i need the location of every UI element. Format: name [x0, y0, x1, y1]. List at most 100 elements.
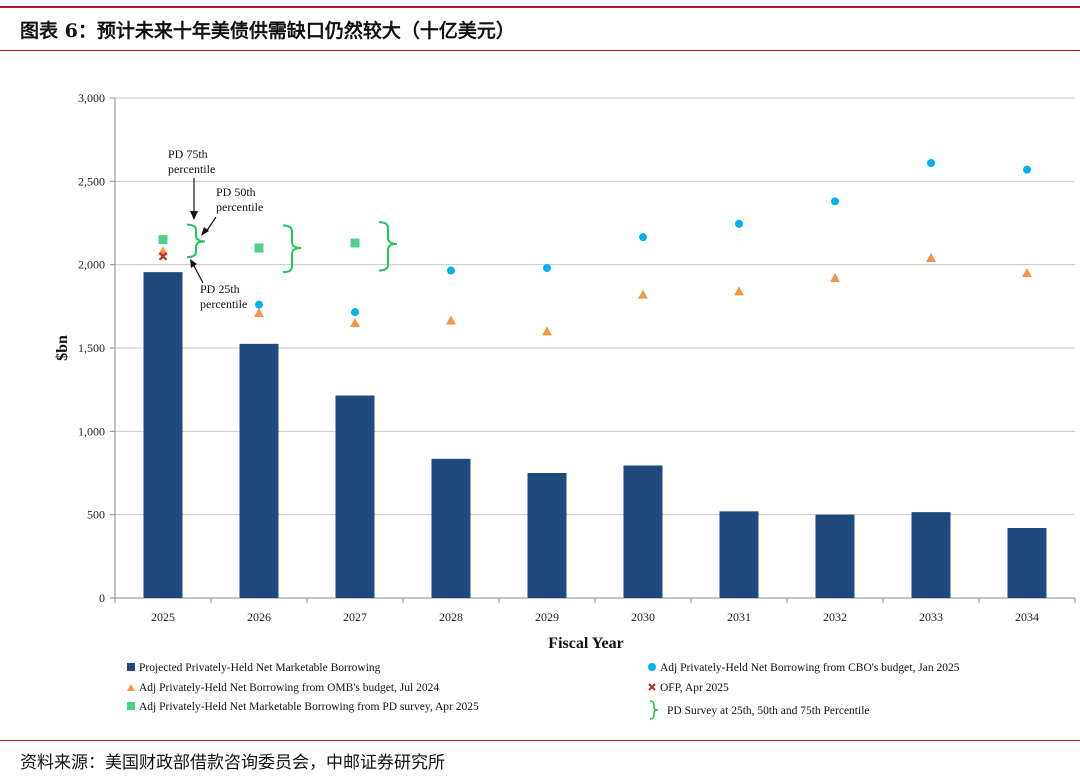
annotation-pd-75th-line2: percentile [168, 162, 215, 176]
pd-survey-point-2026 [254, 243, 264, 253]
annotation-pd-50th-line2: percentile [216, 200, 263, 214]
ofp-point-2025 [158, 252, 168, 261]
pd-survey-point-2027 [350, 238, 360, 248]
legend-label-ofp: OFP, Apr 2025 [660, 682, 729, 694]
y-axis-label: $bn [54, 335, 71, 361]
x-axis-label: Fiscal Year [548, 635, 623, 652]
svg-text:PD 75th: PD 75th [168, 147, 208, 161]
legend-swatch-brace [649, 700, 659, 720]
bar-2026 [239, 343, 279, 598]
arrow-50th [205, 216, 217, 233]
footer-rule [0, 740, 1080, 741]
bar-2030 [623, 465, 663, 598]
pd-brace-2026 [282, 224, 302, 274]
cbo-point-2033 [927, 159, 935, 167]
cbo-point-2028 [447, 266, 455, 275]
bar-2032 [815, 514, 855, 598]
source-note: 资料来源：美国财政部借款咨询委员会，中邮证券研究所 [20, 753, 445, 773]
annotation-pd-75th-line1: PD 75th [168, 147, 208, 161]
svg-text:percentile: percentile [200, 297, 247, 311]
y-tick-label: 1,500 [78, 341, 105, 355]
y-tick-label: 500 [87, 508, 105, 522]
legend-swatch-triangle [127, 684, 135, 691]
x-tick-label: 2030 [631, 610, 655, 624]
bar-2034 [1007, 528, 1047, 598]
legend-item-brace: PD Survey at 25th, 50th and 75th Percent… [649, 700, 870, 720]
legend-label-cbo: Adj Privately-Held Net Borrowing from CB… [660, 662, 960, 674]
x-tick-label: 2025 [151, 610, 175, 624]
cbo-point-2030 [639, 233, 647, 242]
svg-text:percentile: percentile [168, 162, 215, 176]
y-tick-label: 2,000 [78, 258, 105, 272]
legend-label-omb: Adj Privately-Held Net Borrowing from OM… [139, 682, 439, 694]
cbo-point-2029 [543, 264, 551, 272]
legend-swatch-bar [127, 663, 135, 671]
y-tick-label: 1,000 [78, 424, 105, 438]
omb-point-2030 [638, 289, 648, 299]
legend-item-omb: Adj Privately-Held Net Borrowing from OM… [127, 682, 439, 694]
cbo-point-2034 [1023, 165, 1031, 174]
arrow-25th [192, 263, 204, 284]
legend-item-bars: Projected Privately-Held Net Marketable … [127, 662, 381, 674]
omb-point-2033 [926, 253, 936, 262]
legend-item-cbo: Adj Privately-Held Net Borrowing from CB… [648, 662, 960, 674]
bar-2027 [335, 395, 375, 598]
legend-label-bars: Projected Privately-Held Net Marketable … [139, 662, 381, 674]
bar-2031 [719, 511, 759, 598]
annotation-pd-50th: PD 50th percentile [201, 185, 263, 236]
arrow-50th-head [201, 227, 209, 236]
pd-survey-point-2025 [158, 235, 168, 245]
bar-2025 [143, 272, 183, 598]
pd-brace-2025 [186, 223, 206, 259]
omb-point-2031 [734, 286, 744, 296]
x-tick-label: 2034 [1015, 610, 1039, 624]
marker-series [158, 159, 1032, 336]
omb-point-2029 [542, 326, 552, 336]
legend-label-pd-survey: Adj Privately-Held Net Marketable Borrow… [139, 701, 479, 713]
annotation-pd-75th: PD 75th percentile [168, 147, 215, 220]
header-rule [0, 50, 1080, 51]
bar-2033 [911, 512, 951, 598]
legend-swatch-square [127, 702, 135, 710]
annotation-pd-25th: PD 25th percentile [190, 259, 247, 311]
x-tick-label: 2028 [439, 610, 463, 624]
x-tick-label: 2032 [823, 610, 847, 624]
cbo-point-2026 [255, 300, 263, 309]
top-rule [0, 6, 1080, 8]
x-tick-label: 2026 [247, 610, 271, 624]
x-tick-label: 2027 [343, 610, 367, 624]
omb-point-2026 [254, 308, 264, 317]
annotation-pd-25th-line1: PD 25th [200, 282, 240, 296]
y-tick-label: 3,000 [78, 91, 105, 105]
legend-swatch-circle [648, 663, 656, 671]
arrow-25th-head [190, 259, 197, 268]
bar-2029 [527, 473, 567, 598]
x-tick-label: 2029 [535, 610, 559, 624]
y-tick-label: 0 [99, 591, 105, 605]
svg-text:PD 25th: PD 25th [200, 282, 240, 296]
legend-label-brace: PD Survey at 25th, 50th and 75th Percent… [667, 705, 870, 717]
cbo-point-2032 [831, 197, 839, 206]
legend-item-ofp: OFP, Apr 2025 [648, 682, 729, 694]
cbo-point-2031 [735, 219, 743, 228]
figure-title: 图表 6：预计未来十年美债供需缺口仍然较大（十亿美元） [20, 20, 515, 42]
legend: Projected Privately-Held Net Marketable … [127, 662, 960, 720]
bar-series [143, 272, 1047, 598]
arrow-75th-head [190, 211, 198, 220]
omb-point-2028 [446, 315, 456, 325]
annotation-pd-25th-line2: percentile [200, 297, 247, 311]
chart: 0 500 1,000 1,500 2,000 2,500 3,000 2025 2026 20… [54, 91, 1076, 720]
svg-text:PD 50th: PD 50th [216, 185, 256, 199]
cbo-point-2027 [351, 308, 359, 317]
svg-text:percentile: percentile [216, 200, 263, 214]
omb-point-2034 [1022, 268, 1032, 277]
pd-brace-2027 [378, 221, 398, 272]
y-axis-ticks: 0 500 1,000 1,500 2,000 2,500 3,000 [78, 91, 115, 605]
omb-point-2027 [350, 318, 360, 327]
x-axis-ticks: 2025 2026 2027 2028 2029 2030 2031 2032 2033 2034 [114, 598, 1076, 624]
annotation-pd-50th-line1: PD 50th [216, 185, 256, 199]
x-tick-label: 2031 [727, 610, 751, 624]
y-tick-label: 2,500 [78, 174, 105, 188]
omb-point-2032 [830, 273, 840, 282]
bar-2028 [431, 458, 471, 598]
